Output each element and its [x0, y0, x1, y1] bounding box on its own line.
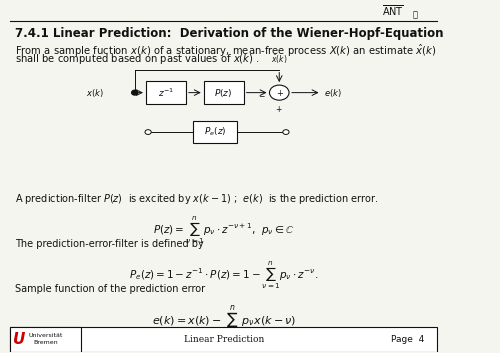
- Text: $x(k)$: $x(k)$: [86, 86, 104, 98]
- Text: $\overline{\mathsf{ANT}}$: $\overline{\mathsf{ANT}}$: [382, 4, 404, 18]
- Bar: [146, 82, 186, 104]
- Text: The prediction-error-filter is defined by: The prediction-error-filter is defined b…: [14, 239, 203, 250]
- Text: +: +: [276, 89, 282, 98]
- Text: Universität: Universität: [28, 333, 63, 338]
- Text: Page  4: Page 4: [390, 335, 424, 344]
- Text: 🐪: 🐪: [412, 10, 418, 19]
- Text: $P_e(z) = 1 - z^{-1} \cdot P(z) = 1 - \sum_{\nu=1}^{n} p_\nu \cdot z^{-\nu}$.: $P_e(z) = 1 - z^{-1} \cdot P(z) = 1 - \s…: [129, 259, 318, 291]
- Text: $\hat{x}(k)$: $\hat{x}(k)$: [271, 53, 287, 66]
- Text: Bremen: Bremen: [34, 340, 58, 345]
- Text: shall be computed based on past values of $x(k)$ .: shall be computed based on past values o…: [14, 52, 260, 66]
- Text: $z^{-1}$: $z^{-1}$: [158, 86, 174, 99]
- Text: U: U: [13, 332, 26, 347]
- Circle shape: [270, 85, 289, 100]
- Circle shape: [283, 130, 289, 134]
- Text: 7.4.1 Linear Prediction:  Derivation of the Wiener-Hopf-Equation: 7.4.1 Linear Prediction: Derivation of t…: [14, 28, 443, 41]
- Text: $P(z)$: $P(z)$: [214, 86, 233, 98]
- Circle shape: [132, 90, 138, 95]
- Text: $e(k) = x(k) - \sum_{\nu=1}^{n} p_\nu x(k - \nu)$: $e(k) = x(k) - \sum_{\nu=1}^{n} p_\nu x(…: [152, 304, 296, 339]
- Bar: [10, 327, 82, 352]
- Bar: [10, 327, 437, 352]
- Text: A prediction-filter $P(z)$  is excited by $x(k-1)$ ;  $e(k)$  is the prediction : A prediction-filter $P(z)$ is excited by…: [14, 192, 378, 206]
- Text: $P_e(z)$: $P_e(z)$: [204, 126, 226, 138]
- Circle shape: [145, 130, 151, 134]
- Text: $e(k)$: $e(k)$: [324, 86, 342, 98]
- Text: Sample function of the prediction error: Sample function of the prediction error: [14, 284, 205, 294]
- Text: $-$: $-$: [258, 90, 266, 99]
- Text: $+$: $+$: [274, 104, 282, 114]
- Text: $P(z) = \sum_{\nu=1}^{n} p_\nu \cdot z^{-\nu+1}$,  $p_\nu \in \mathbb{C}$: $P(z) = \sum_{\nu=1}^{n} p_\nu \cdot z^{…: [153, 214, 294, 246]
- Text: From a sample fuction $x(k)$ of a stationary, mean-free process $X(k)$ an estima: From a sample fuction $x(k)$ of a statio…: [14, 43, 436, 59]
- Bar: [193, 121, 237, 143]
- Text: Linear Prediction: Linear Prediction: [184, 335, 264, 344]
- Bar: [204, 82, 244, 104]
